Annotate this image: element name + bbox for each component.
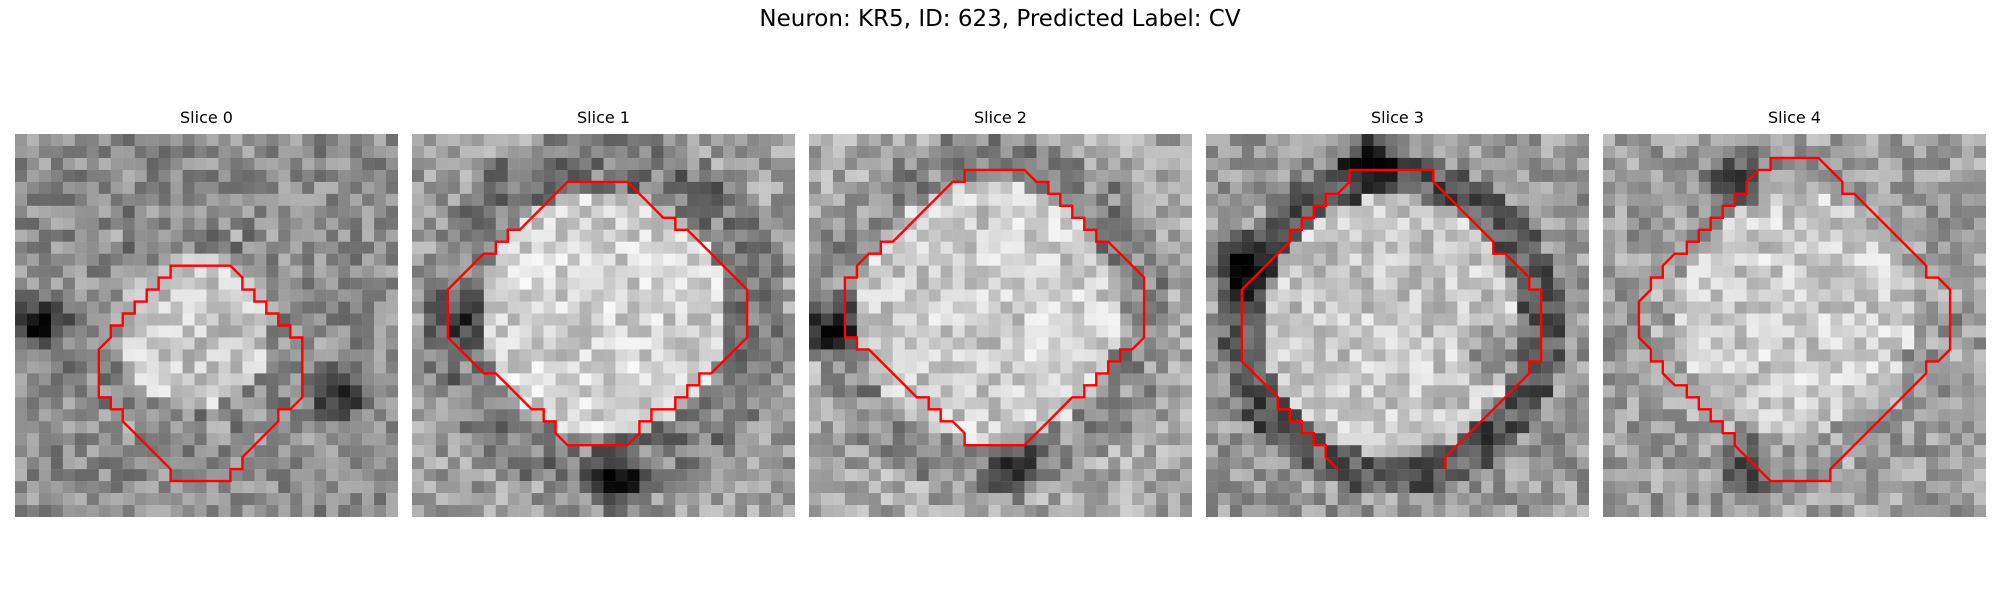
figure-title: Neuron: KR5, ID: 623, Predicted Label: C… [759,6,1241,32]
slice-image-1 [412,134,795,517]
slice-title-3: Slice 3 [1371,108,1424,127]
segmentation-contour-3 [1240,168,1543,470]
slice-title-4: Slice 4 [1768,108,1821,127]
slice-image-0 [15,134,398,517]
slice-title-2: Slice 2 [974,108,1027,127]
slice-image-2 [809,134,1192,517]
slice-image-3 [1206,134,1589,517]
segmentation-contour-2 [843,168,1146,447]
segmentation-contour-4 [1637,156,1952,483]
slice-title-0: Slice 0 [180,108,233,127]
slice-title-1: Slice 1 [577,108,630,127]
segmentation-contour-1 [446,180,749,447]
slice-image-4 [1603,134,1986,517]
segmentation-contour-0 [97,264,304,483]
